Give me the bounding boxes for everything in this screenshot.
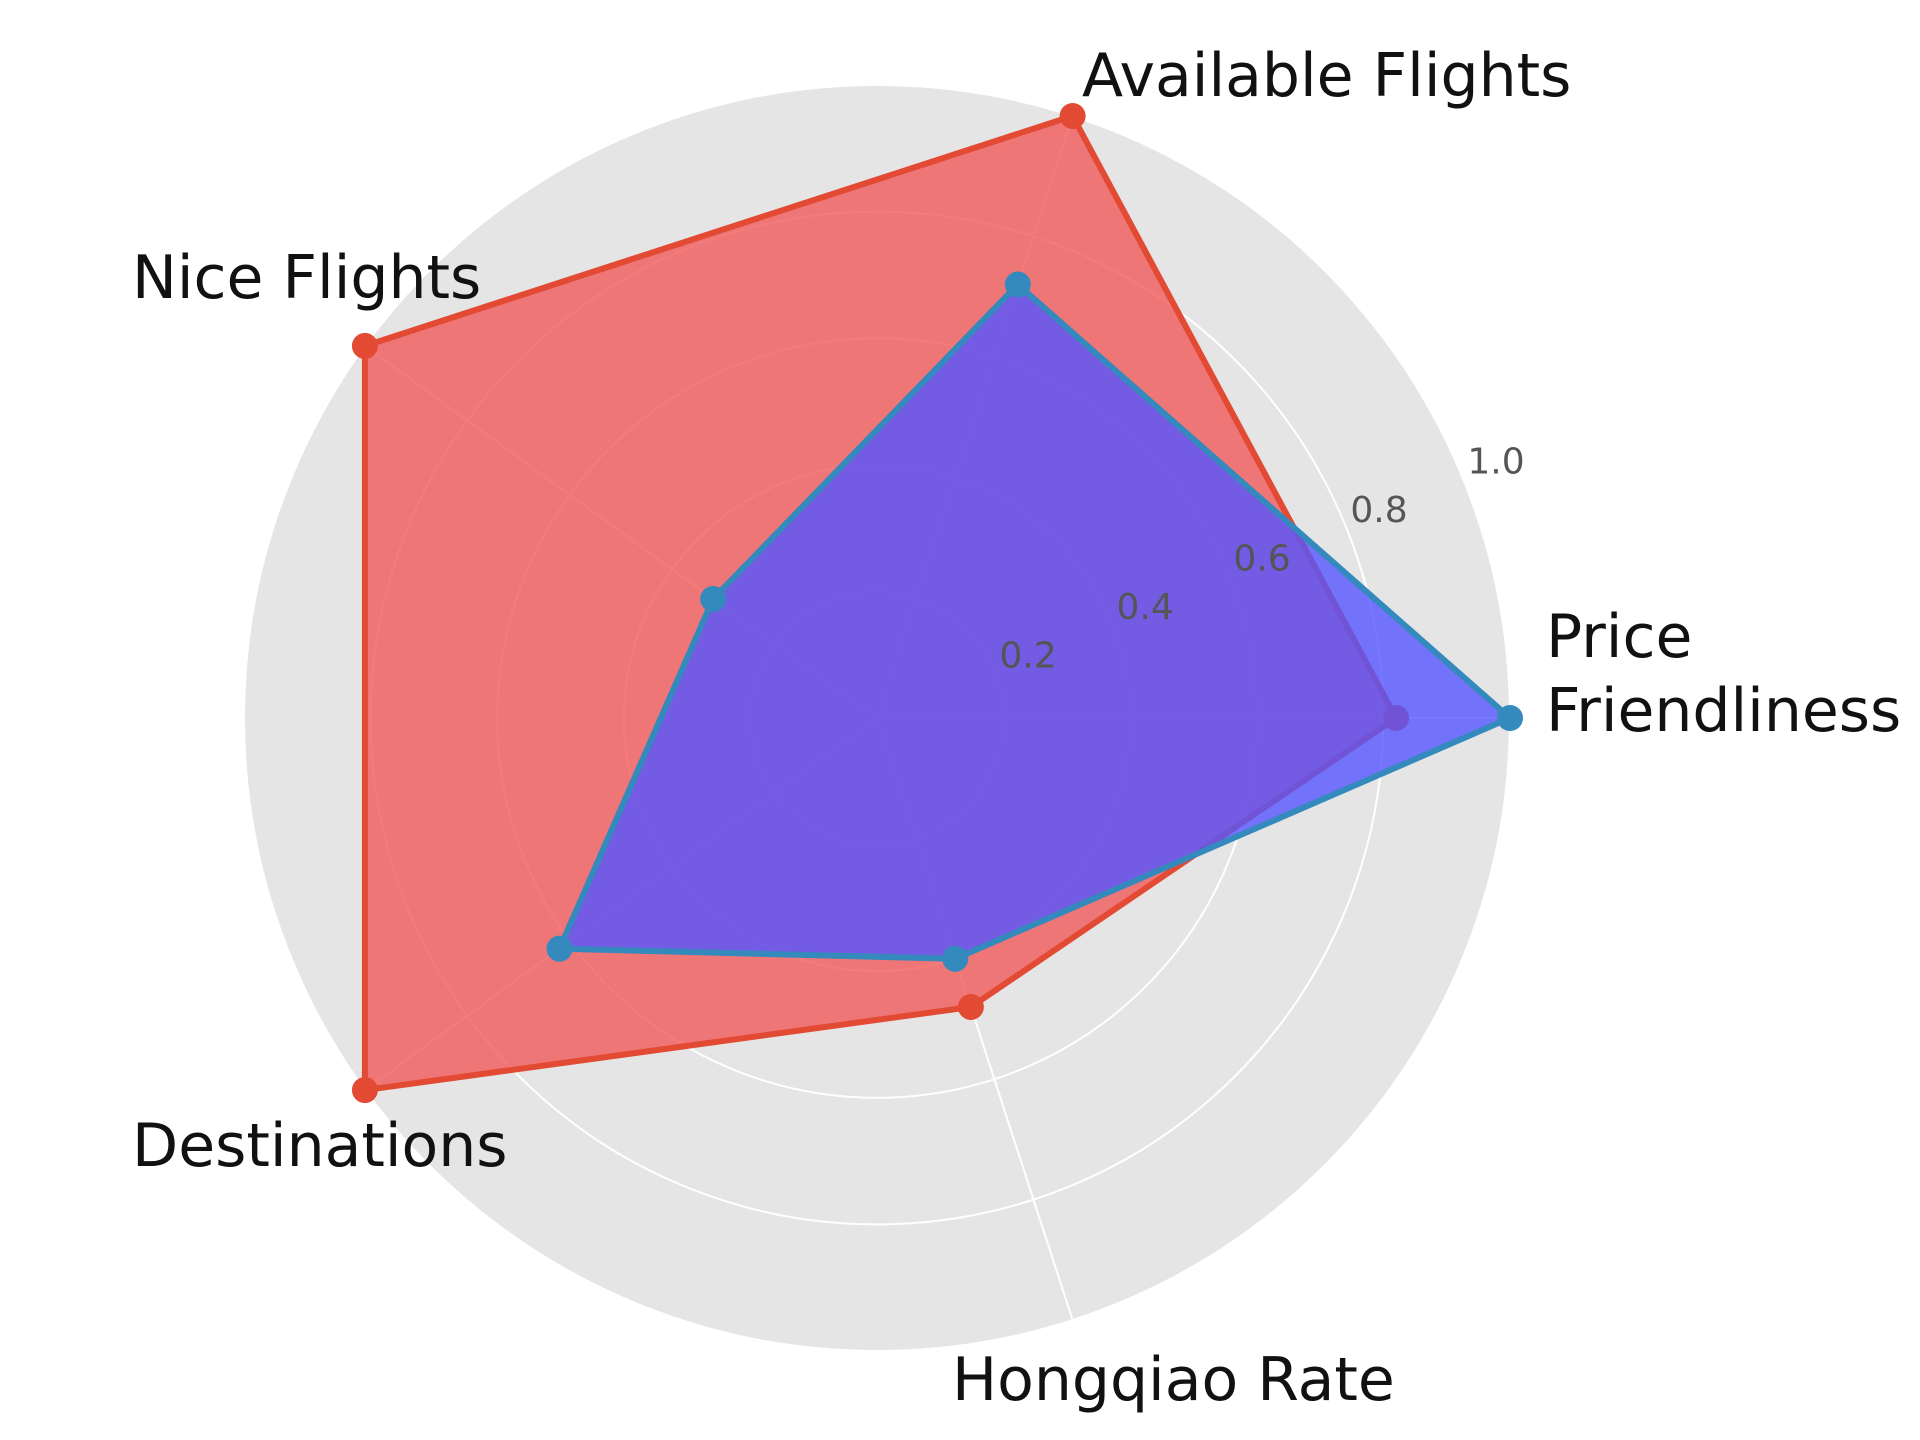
axis-label-3: Destinations: [132, 1111, 508, 1181]
axis-label-4: Hongqiao Rate: [952, 1345, 1395, 1415]
axis-label-0: Price Friendliness: [1546, 602, 1901, 746]
series-1-line: [556, 281, 1513, 962]
series-1-point-0: [1497, 705, 1523, 731]
axis-label-1: Available Flights: [1082, 41, 1571, 111]
tick-label-0: 0.2: [1000, 635, 1057, 676]
series-1-point-1: [1004, 271, 1031, 298]
tick-label-4: 1.0: [1467, 441, 1524, 482]
series-0-point-3: [351, 1077, 378, 1104]
series-1-point-4: [942, 945, 969, 972]
series-1-area: [559, 284, 1510, 959]
series-0-line: [361, 113, 1400, 1094]
tick-label-3: 0.8: [1350, 490, 1407, 531]
axis-label-0-line-0: Price: [1546, 602, 1692, 672]
axis-label-4-line-0: Hongqiao Rate: [952, 1345, 1395, 1415]
series-0-point-2: [351, 332, 378, 359]
axis-label-3-line-0: Destinations: [132, 1111, 508, 1181]
series-1-point-3: [546, 935, 573, 962]
radial-tick-labels: 0.2 0.4 0.6 0.8 1.0: [1000, 441, 1525, 676]
axis-label-2-line-0: Nice Flights: [132, 243, 481, 313]
tick-label-1: 0.4: [1116, 587, 1173, 628]
axis-label-0-line-1: Friendliness: [1546, 676, 1901, 746]
axis-label-2: Nice Flights: [132, 243, 481, 313]
series-0-point-4: [957, 993, 984, 1020]
tick-label-2: 0.6: [1233, 538, 1290, 579]
radar-series-layer: [351, 102, 1523, 1104]
axis-label-1-line-0: Available Flights: [1082, 41, 1571, 111]
series-0-point-1: [1059, 102, 1086, 129]
axis-labels: Price Friendliness Available Flights Nice F…: [132, 41, 1901, 1415]
series-1-point-2: [700, 585, 727, 612]
